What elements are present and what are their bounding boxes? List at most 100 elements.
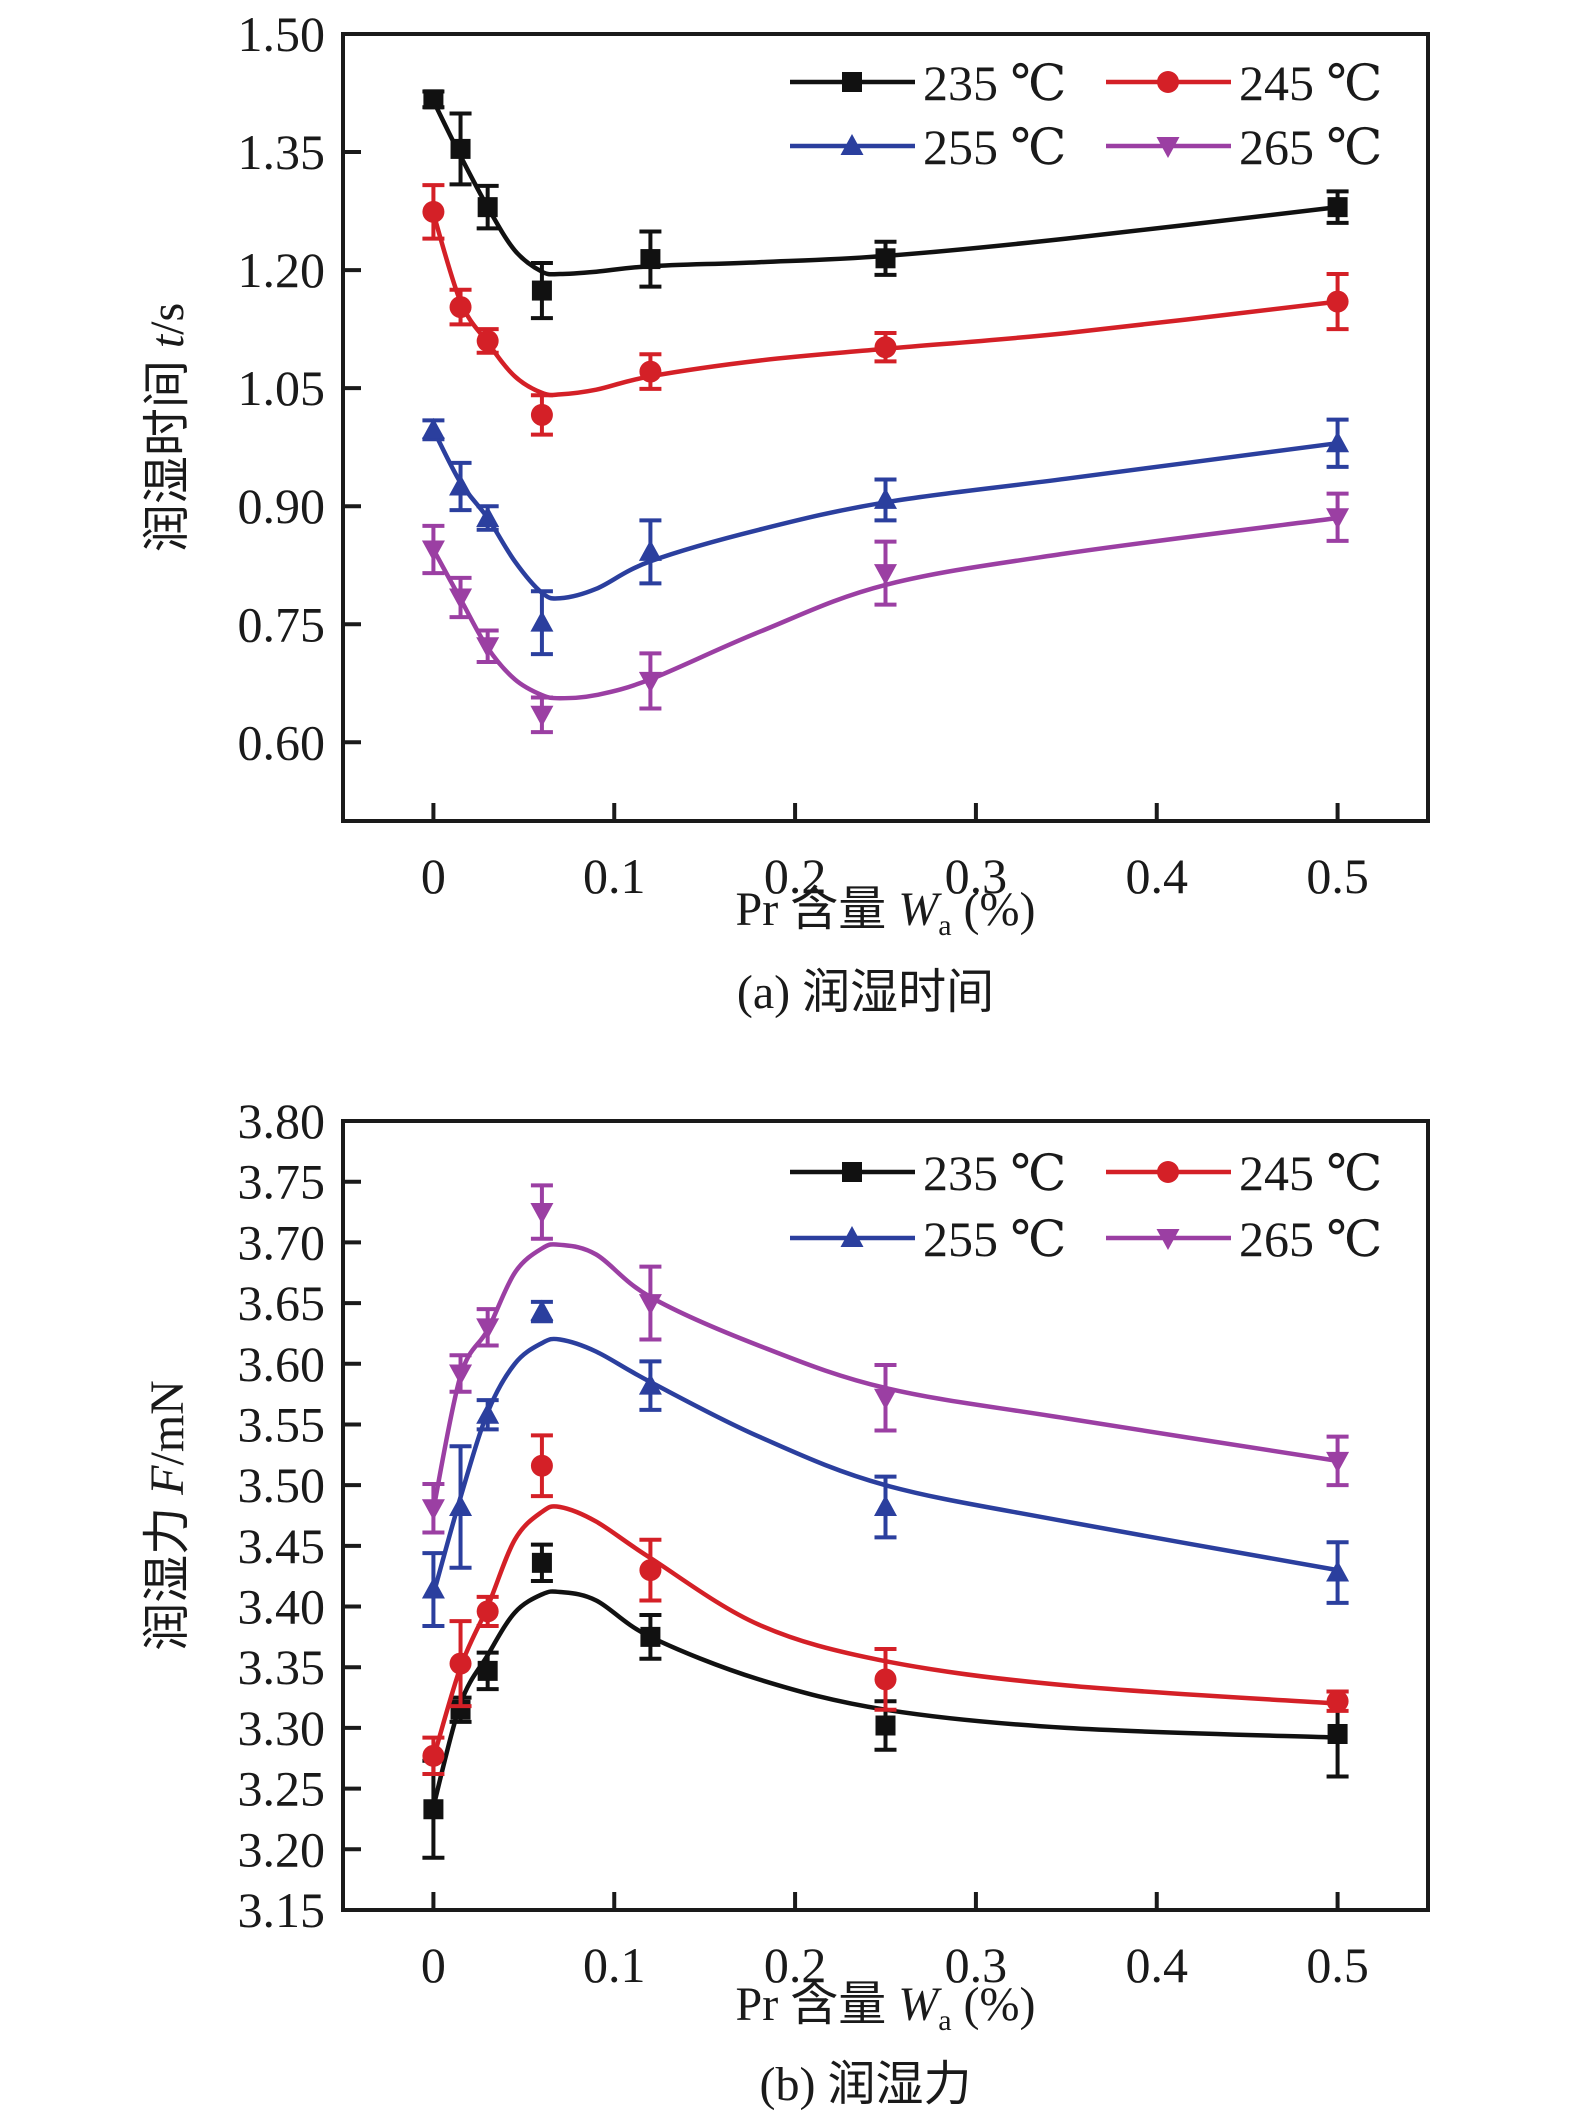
data-point — [640, 1626, 661, 1647]
y-tick-label: 3.35 — [238, 1639, 326, 1695]
data-point — [476, 1402, 500, 1424]
legend-marker — [840, 134, 864, 155]
y-tick-label: 3.25 — [238, 1761, 326, 1817]
data-point — [421, 540, 445, 562]
data-point — [423, 89, 444, 110]
data-point — [874, 1668, 897, 1691]
data-point — [1327, 197, 1348, 218]
figure-caption: (b) 润湿力 — [760, 2058, 972, 2111]
legend-label: 265 ℃ — [1239, 1211, 1382, 1267]
data-point — [476, 329, 499, 352]
data-point — [422, 200, 445, 223]
data-point — [423, 1799, 444, 1820]
data-point — [874, 1495, 897, 1517]
series-235 — [422, 89, 1349, 321]
data-point — [639, 1559, 662, 1582]
x-tick-label: 0.3 — [945, 1937, 1008, 1993]
data-point — [421, 417, 445, 439]
x-axis: 0 0.1 0.2 0.3 0.4 0.5 — [421, 1892, 1369, 1993]
legend-item: 245 ℃ — [1106, 55, 1382, 111]
data-point — [530, 1203, 554, 1225]
series-245 — [422, 183, 1349, 437]
data-point — [449, 1495, 473, 1517]
y-tick-label: 3.40 — [238, 1579, 326, 1635]
y-tick-label: 0.60 — [238, 714, 326, 770]
y-axis: 0.60 0.75 0.90 1.05 1.20 1.35 1.50 — [238, 6, 361, 770]
x-tick-label: 0.3 — [945, 848, 1008, 904]
data-point — [874, 336, 897, 359]
x-tick-label: 0.5 — [1306, 848, 1369, 904]
data-point — [477, 1660, 498, 1681]
data-point — [530, 610, 554, 632]
data-point — [530, 1299, 554, 1321]
data-point — [421, 1499, 445, 1521]
y-tick-label: 3.75 — [238, 1154, 326, 1210]
data-point — [477, 197, 498, 218]
data-point — [422, 1744, 445, 1767]
chart-panel-b: 3.153.203.253.303.353.403.453.503.553.60… — [141, 1093, 1430, 2111]
fit-curve — [431, 515, 1340, 701]
data-point — [640, 249, 661, 270]
data-point — [449, 1652, 472, 1675]
data-point — [450, 138, 471, 159]
legend-marker — [842, 1162, 862, 1182]
legend-marker — [1157, 71, 1179, 93]
data-point — [639, 360, 662, 383]
y-tick-label: 3.60 — [238, 1336, 326, 1392]
data-point — [1326, 431, 1350, 453]
x-tick-label: 0.4 — [1126, 848, 1189, 904]
data-point — [449, 1364, 473, 1386]
legend-item: 235 ℃ — [790, 55, 1066, 111]
chart-panel-a: 0.60 0.75 0.90 1.05 1.20 1.35 1.50 0 0.1 0.2 0.3 0.… — [141, 6, 1430, 1019]
y-tick-label: 3.15 — [238, 1882, 326, 1938]
data-point — [449, 474, 473, 496]
legend-label: 245 ℃ — [1239, 1145, 1382, 1201]
data-point — [874, 564, 897, 586]
data-point — [476, 637, 500, 659]
plot-frame — [341, 1119, 1430, 1912]
legend-marker — [1156, 137, 1180, 158]
data-point — [421, 1577, 445, 1599]
legend-label: 235 ℃ — [923, 1145, 1066, 1201]
y-tick-label: 3.20 — [238, 1821, 326, 1877]
series-265 — [421, 1183, 1350, 1535]
y-tick-label: 1.35 — [238, 124, 326, 180]
x-tick-label: 0 — [421, 848, 446, 904]
series-255 — [421, 1299, 1350, 1628]
data-point — [1326, 508, 1350, 530]
data-point — [530, 1454, 553, 1477]
legend-marker — [842, 72, 862, 92]
series-245 — [422, 1433, 1349, 1777]
y-tick-label: 3.45 — [238, 1518, 326, 1574]
legend-label: 255 ℃ — [923, 119, 1066, 175]
y-tick-label: 1.50 — [238, 6, 326, 62]
y-tick-label: 1.20 — [238, 242, 326, 298]
data-point — [1326, 290, 1349, 313]
data-point — [638, 671, 662, 693]
y-tick-label: 3.65 — [238, 1275, 326, 1331]
data-point — [449, 296, 472, 319]
legend-label: 265 ℃ — [1239, 119, 1382, 175]
plot-frame — [341, 32, 1430, 823]
y-tick-label: 3.80 — [238, 1093, 326, 1149]
x-tick-label: 0 — [421, 1937, 446, 1993]
x-axis-title: Pr 含量 Wa (%) — [736, 883, 1036, 942]
y-tick-label: 0.75 — [238, 596, 326, 652]
figure-caption: (a) 润湿时间 — [737, 966, 994, 1019]
y-tick-label: 0.90 — [238, 478, 326, 534]
data-point — [530, 705, 554, 727]
legend-item: 235 ℃ — [790, 1145, 1066, 1201]
x-axis: 0 0.1 0.2 0.3 0.4 0.5 — [421, 803, 1369, 904]
data-point — [476, 1600, 499, 1623]
data-point — [1327, 1723, 1348, 1744]
legend: 235 ℃ 245 ℃ 255 ℃ 265 ℃ — [790, 55, 1382, 175]
x-tick-label: 0.5 — [1306, 1937, 1369, 1993]
data-point — [638, 539, 662, 561]
data-point — [530, 403, 553, 426]
data-point — [638, 1373, 662, 1395]
legend-label: 235 ℃ — [923, 55, 1066, 111]
data-point — [476, 1318, 500, 1340]
y-tick-label: 3.50 — [238, 1457, 326, 1513]
series-265 — [421, 491, 1350, 735]
